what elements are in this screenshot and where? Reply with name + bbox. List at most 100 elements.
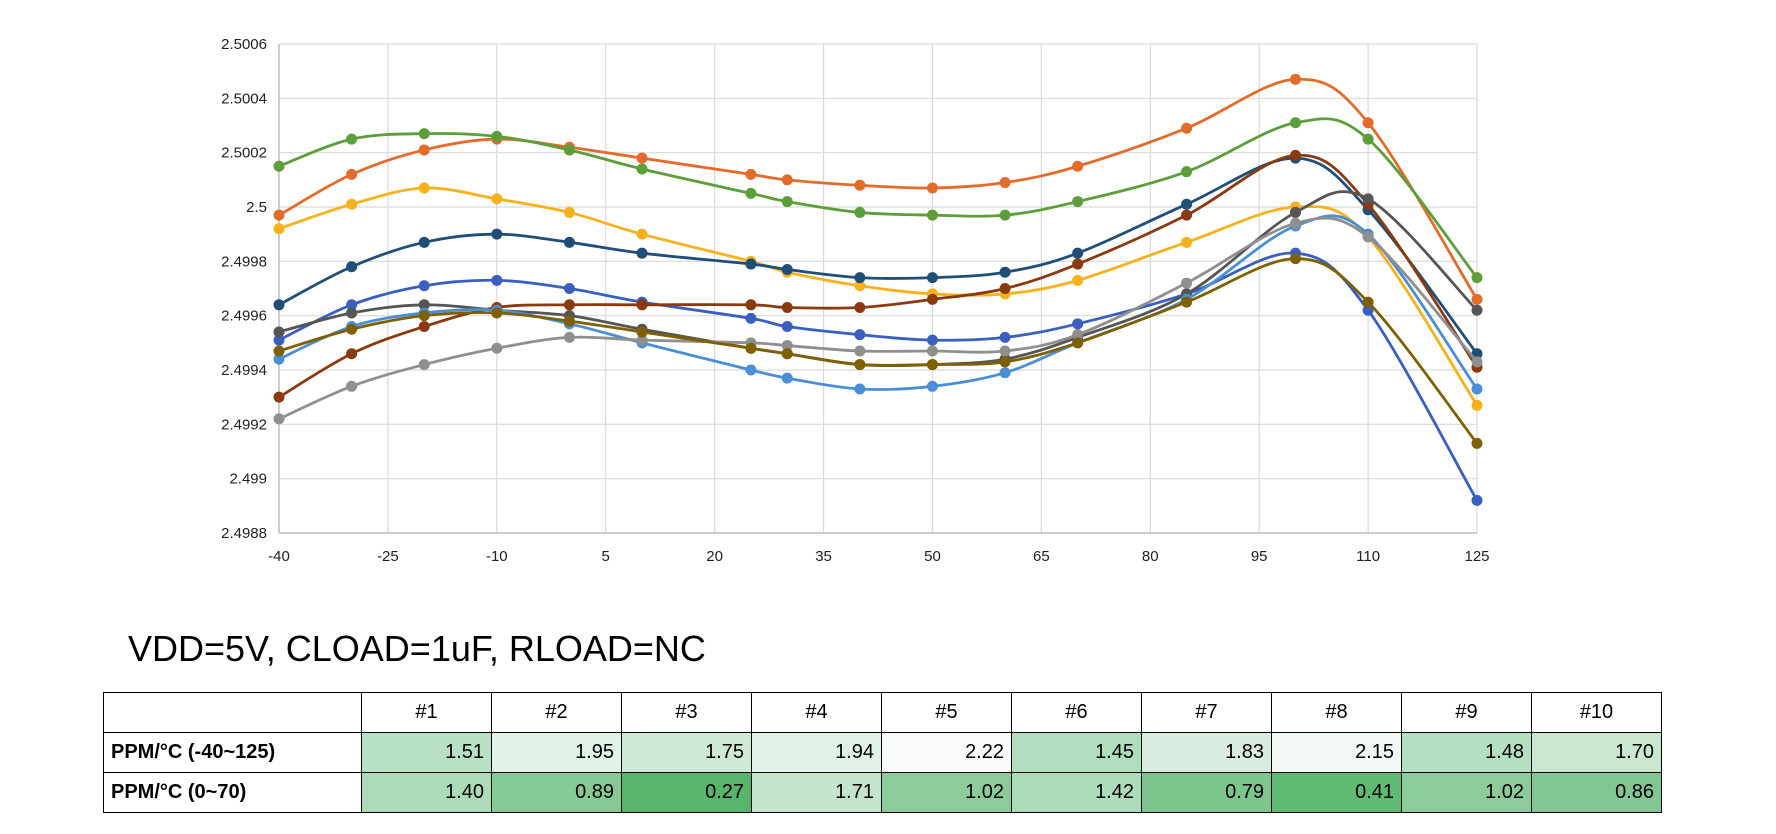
data-point (636, 326, 648, 338)
data-point (781, 321, 793, 333)
series-10 (273, 253, 1483, 449)
x-tick-label: -10 (486, 548, 508, 565)
table-cell: 1.94 (751, 732, 882, 773)
data-point (1181, 198, 1193, 210)
data-point (745, 364, 757, 376)
table-cell: 0.89 (491, 772, 622, 813)
data-point (1471, 356, 1483, 368)
column-header: #6 (1011, 692, 1142, 733)
data-point (1289, 217, 1301, 229)
x-tick-label: 5 (602, 548, 610, 565)
data-point (1181, 277, 1193, 289)
data-point (418, 128, 430, 140)
data-point (1181, 166, 1193, 178)
chart-axes (278, 44, 1477, 534)
data-point (999, 266, 1011, 278)
table-cell: 0.79 (1141, 772, 1272, 813)
data-point (1471, 272, 1483, 284)
data-point (1072, 160, 1084, 172)
y-tick-label: 2.4992 (221, 416, 267, 433)
data-point (1471, 399, 1483, 411)
data-point (1471, 437, 1483, 449)
data-point (273, 413, 285, 425)
table-cell: 1.42 (1011, 772, 1142, 813)
test-conditions-caption: VDD=5V, CLOAD=1uF, RLOAD=NC (128, 628, 706, 669)
data-point (1289, 117, 1301, 129)
data-point (999, 345, 1011, 357)
series-3 (273, 182, 1483, 411)
data-point (273, 345, 285, 357)
data-point (636, 334, 648, 346)
data-point (926, 272, 938, 284)
data-point (418, 236, 430, 248)
column-header: #8 (1271, 692, 1402, 733)
data-point (854, 302, 866, 314)
data-point (418, 144, 430, 156)
y-tick-label: 2.5 (246, 199, 267, 216)
data-point (563, 331, 575, 343)
table-cell: 2.22 (881, 732, 1012, 773)
data-point (563, 144, 575, 156)
table-cell: 1.48 (1401, 732, 1532, 773)
data-point (418, 280, 430, 292)
data-point (1471, 304, 1483, 316)
data-point (1181, 236, 1193, 248)
temperature-drift-chart: -40 -25 -10 5 20 35 50 65 80 95 110 125 2.4988 2.499… (221, 36, 1489, 565)
data-point (636, 228, 648, 240)
table-cell: 2.15 (1271, 732, 1402, 773)
data-point (1471, 293, 1483, 305)
data-point (781, 196, 793, 208)
data-point (1072, 329, 1084, 341)
data-point (346, 348, 358, 360)
x-tick-label: 65 (1033, 548, 1050, 565)
data-point (418, 182, 430, 194)
data-point (563, 315, 575, 327)
x-tick-label: 35 (815, 548, 832, 565)
column-header: #1 (361, 692, 492, 733)
data-point (999, 209, 1011, 221)
data-point (854, 179, 866, 191)
table-cell: 0.86 (1531, 772, 1662, 813)
data-point (1072, 196, 1084, 208)
series-2 (273, 117, 1483, 284)
data-point (273, 334, 285, 346)
data-point (1072, 318, 1084, 330)
data-point (1362, 133, 1374, 145)
data-point (745, 312, 757, 324)
data-point (346, 307, 358, 319)
data-point (273, 391, 285, 403)
data-point (491, 193, 503, 205)
data-point (1289, 206, 1301, 218)
table-header-row: #1 #2 #3 #4 #5 #6 #7 #8 #9 #10 (103, 692, 1662, 733)
data-point (1181, 122, 1193, 134)
data-point (1471, 494, 1483, 506)
data-point (418, 359, 430, 371)
table-cell: 0.41 (1271, 772, 1402, 813)
y-tick-label: 2.5006 (221, 36, 267, 53)
data-point (346, 198, 358, 210)
x-tick-label: 20 (706, 548, 723, 565)
data-point (491, 274, 503, 286)
data-point (346, 323, 358, 335)
series-line (278, 77, 1479, 301)
data-point (273, 160, 285, 172)
column-header: #10 (1531, 692, 1662, 733)
data-point (491, 342, 503, 354)
column-header: #3 (621, 692, 752, 733)
table-cell: 1.95 (491, 732, 622, 773)
data-point (854, 329, 866, 341)
column-header: #9 (1401, 692, 1532, 733)
data-point (273, 299, 285, 311)
data-point (563, 299, 575, 311)
y-tick-label: 2.4998 (221, 253, 267, 270)
data-point (1072, 247, 1084, 259)
data-point (346, 299, 358, 311)
data-point (1181, 296, 1193, 308)
x-tick-label: -25 (377, 548, 399, 565)
data-point (926, 359, 938, 371)
data-point (781, 348, 793, 360)
series-5 (273, 247, 1483, 506)
data-point (854, 345, 866, 357)
data-point (781, 174, 793, 186)
x-tick-label: 110 (1356, 548, 1380, 565)
